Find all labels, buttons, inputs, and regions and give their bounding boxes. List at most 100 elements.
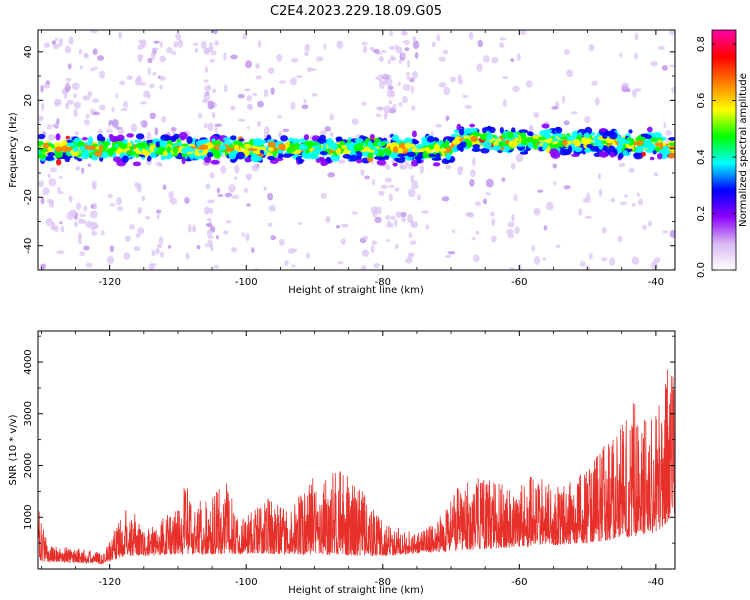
heatmap-noise-cell <box>255 63 260 69</box>
y-tick-label: -20 <box>23 189 34 205</box>
heatmap-cell <box>409 143 416 148</box>
heatmap-cell <box>367 140 373 149</box>
heatmap-cell <box>520 132 527 140</box>
heatmap-noise-cell <box>588 253 593 260</box>
heatmap-noise-cell <box>385 166 391 170</box>
heatmap-noise-cell <box>594 97 600 106</box>
heatmap-noise-cell <box>60 225 65 233</box>
heatmap-noise-cell <box>111 106 115 113</box>
heatmap-noise-cell <box>387 85 394 91</box>
x-tick-label: -80 <box>375 577 391 588</box>
heatmap-cell <box>149 151 157 158</box>
heatmap-noise-cell <box>246 126 250 130</box>
heatmap-noise-cell <box>409 252 415 257</box>
heatmap-noise-cell <box>136 75 142 83</box>
heatmap-cell <box>598 151 609 158</box>
heatmap-noise-cell <box>79 213 86 218</box>
heatmap-noise-cell <box>192 225 197 233</box>
heatmap-noise-cell <box>401 95 408 104</box>
heatmap-cell <box>459 128 465 136</box>
heatmap-cell <box>438 148 447 152</box>
heatmap-noise-cell <box>278 238 285 246</box>
heatmap-cell <box>280 135 289 142</box>
heatmap-noise-cell <box>306 67 313 73</box>
heatmap-noise-cell <box>485 192 491 196</box>
heatmap-cell <box>518 129 529 134</box>
heatmap-noise-cell <box>624 194 628 198</box>
heatmap-noise-cell <box>408 232 413 239</box>
x-tick-label: -60 <box>511 577 527 588</box>
heatmap-cell <box>268 146 274 152</box>
heatmap-noise-cell <box>203 206 210 215</box>
heatmap-cell <box>247 147 258 152</box>
heatmap-cell <box>114 144 119 148</box>
heatmap-noise-cell <box>329 132 334 138</box>
heatmap-cell <box>66 142 76 147</box>
heatmap-noise-cell <box>320 192 327 199</box>
heatmap-noise-cell <box>118 31 123 40</box>
heatmap-noise-cell <box>75 166 81 171</box>
heatmap-noise-cell <box>402 84 411 91</box>
heatmap-noise-cell <box>165 47 173 54</box>
heatmap-noise-cell <box>370 245 375 254</box>
heatmap-noise-cell <box>263 88 269 97</box>
heatmap-noise-cell <box>435 123 442 128</box>
heatmap-cell <box>414 155 422 161</box>
heatmap-noise-cell <box>297 222 302 226</box>
heatmap-cell <box>636 145 644 153</box>
heatmap-cell <box>372 147 379 155</box>
heatmap-noise-cell <box>277 115 283 119</box>
heatmap-noise-cell <box>325 216 331 223</box>
heatmap-cell <box>186 136 193 145</box>
heatmap-noise-cell <box>384 78 393 86</box>
heatmap-noise-cell <box>92 98 100 103</box>
heatmap-noise-cell <box>633 52 638 60</box>
heatmap-noise-cell <box>207 235 214 239</box>
heatmap-noise-cell <box>56 118 60 125</box>
heatmap-noise-cell <box>410 219 414 225</box>
y-tick-label: 0 <box>23 146 34 152</box>
heatmap-cell <box>433 143 440 152</box>
heatmap-noise-cell <box>116 197 122 206</box>
heatmap-noise-cell <box>445 164 452 170</box>
heatmap-noise-cell <box>411 71 418 79</box>
heatmap-noise-cell <box>246 95 253 102</box>
heatmap-cell <box>526 131 532 136</box>
heatmap-cell <box>335 136 343 142</box>
heatmap-noise-cell <box>351 118 359 125</box>
snr-y-ticks: 1000 2000 3000 4000 <box>23 335 675 544</box>
heatmap-noise-cell <box>380 184 389 190</box>
heatmap-noise-cell <box>58 38 64 47</box>
heatmap-noise-cell <box>563 185 571 190</box>
heatmap-noise-cell <box>246 203 251 207</box>
heatmap-noise-cell <box>216 187 221 194</box>
heatmap-cell <box>668 137 675 141</box>
heatmap-noise-cell <box>419 164 425 174</box>
heatmap-noise-cell <box>512 85 520 93</box>
heatmap-cell <box>406 151 416 158</box>
heatmap-noise-cell <box>205 223 213 228</box>
heatmap-noise-cell <box>394 219 398 228</box>
heatmap-cell <box>225 147 234 152</box>
heatmap-noise-cell <box>409 77 415 83</box>
heatmap-noise-cell <box>207 84 211 90</box>
heatmap-noise-cell <box>499 37 507 41</box>
heatmap-noise-cell <box>533 111 540 118</box>
heatmap-noise-cell <box>390 215 396 221</box>
heatmap-noise-cell <box>410 85 415 94</box>
heatmap-noise-cell <box>267 222 273 227</box>
heatmap-cell <box>385 148 392 156</box>
heatmap-noise-cell <box>438 56 446 62</box>
colorbar-tick-label: 0.4 <box>696 149 707 165</box>
heatmap-noise-cell <box>126 75 133 80</box>
heatmap-noise-cell <box>153 40 160 44</box>
heatmap-noise-cell <box>255 75 263 80</box>
heatmap-noise-cell <box>73 93 78 99</box>
heatmap-noise-cell <box>117 206 124 211</box>
heatmap-cell <box>469 123 475 128</box>
heatmap-noise-cell <box>43 83 51 89</box>
heatmap-cell <box>273 150 278 158</box>
heatmap-noise-cell <box>40 197 45 205</box>
heatmap-noise-cell <box>621 82 629 88</box>
heatmap-noise-cell <box>209 172 215 179</box>
